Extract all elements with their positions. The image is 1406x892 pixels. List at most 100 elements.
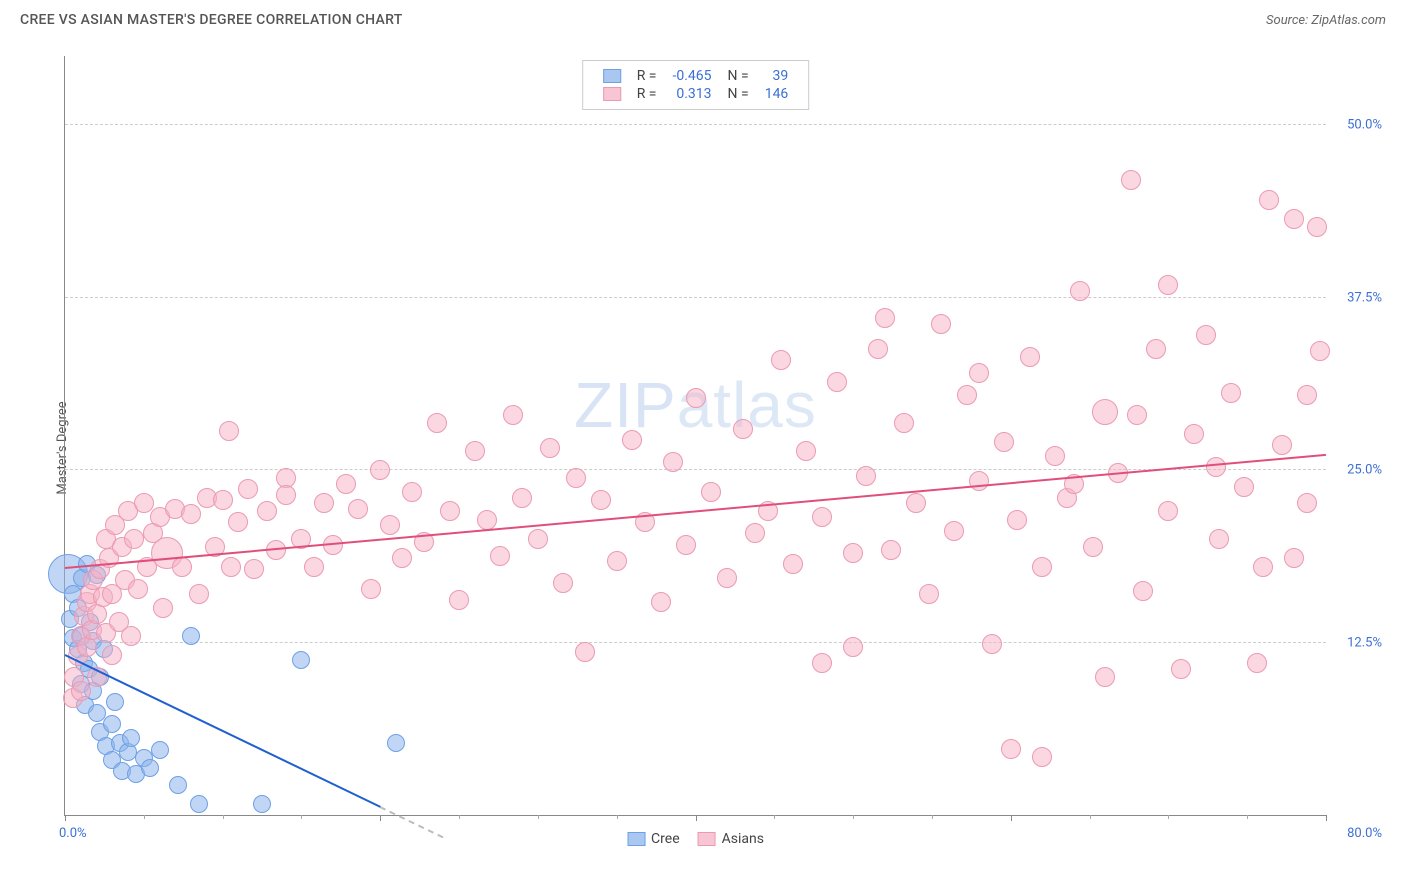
data-point [1001, 739, 1021, 759]
x-tick-minor [853, 815, 854, 819]
y-tick-label: 12.5% [1330, 635, 1382, 650]
x-tick-minor [459, 815, 460, 819]
x-tick-minor [538, 815, 539, 819]
data-point [1045, 446, 1065, 466]
data-point [1083, 537, 1103, 557]
data-point [490, 546, 510, 566]
x-tick-minor [223, 815, 224, 819]
data-point [213, 490, 233, 510]
data-point [106, 693, 124, 711]
data-point [221, 557, 241, 577]
data-point [1032, 557, 1052, 577]
data-point [969, 363, 989, 383]
legend-n-label: N = [720, 67, 757, 85]
data-point [1158, 501, 1178, 521]
data-point [1032, 747, 1052, 767]
x-tick [65, 815, 66, 821]
data-point [190, 795, 208, 813]
data-point [370, 460, 390, 480]
x-tick [696, 815, 697, 821]
data-point [919, 584, 939, 604]
trend-line-dashed [380, 806, 444, 838]
legend-swatch [627, 832, 645, 846]
legend-n-value: 39 [757, 67, 797, 85]
data-point [121, 626, 141, 646]
data-point [181, 504, 201, 524]
data-point [1307, 217, 1327, 237]
data-point [103, 715, 121, 733]
data-point [733, 419, 753, 439]
data-point [875, 308, 895, 328]
data-point [843, 543, 863, 563]
data-point [1158, 275, 1178, 295]
legend-swatch [603, 87, 621, 101]
data-point [931, 314, 951, 334]
data-point [1070, 281, 1090, 301]
data-point [1206, 457, 1226, 477]
data-point [88, 704, 106, 722]
data-point [1184, 424, 1204, 444]
data-point [244, 559, 264, 579]
x-tick-minor [932, 815, 933, 819]
data-point [122, 729, 140, 747]
data-point [336, 474, 356, 494]
x-tick-minor [1090, 815, 1091, 819]
data-point [812, 507, 832, 527]
data-point [1297, 493, 1317, 513]
legend-row: R =0.313N =146 [595, 85, 797, 103]
x-axis-min-label: 0.0% [59, 826, 87, 841]
x-tick-minor [774, 815, 775, 819]
data-point [717, 568, 737, 588]
source-label: Source: ZipAtlas.com [1266, 13, 1386, 28]
data-point [276, 485, 296, 505]
legend-r-value: 0.313 [664, 85, 719, 103]
data-point [1234, 477, 1254, 497]
legend-label: Asians [722, 831, 764, 847]
data-point [982, 634, 1002, 654]
data-point [182, 627, 200, 645]
data-point [1121, 170, 1141, 190]
y-tick-label: 25.0% [1330, 463, 1382, 478]
correlation-legend: R =-0.465N =39R =0.313N =146 [582, 60, 810, 110]
data-point [440, 501, 460, 521]
data-point [528, 529, 548, 549]
data-point [745, 523, 765, 543]
data-point [1272, 435, 1292, 455]
x-tick [380, 815, 381, 821]
data-point [314, 493, 334, 513]
data-point [169, 776, 187, 794]
data-point [257, 501, 277, 521]
data-point [1259, 190, 1279, 210]
data-point [402, 482, 422, 502]
data-point [102, 645, 122, 665]
data-point [124, 529, 144, 549]
data-point [1284, 548, 1304, 568]
series-legend: CreeAsians [627, 831, 764, 847]
data-point [591, 490, 611, 510]
data-point [957, 385, 977, 405]
data-point [553, 573, 573, 593]
data-point [663, 452, 683, 472]
chart-container: Master's Degree ZIPatlas R =-0.465N =39R… [20, 44, 1386, 852]
data-point [1092, 399, 1118, 425]
data-point [292, 651, 310, 669]
data-point [686, 388, 706, 408]
data-point [503, 405, 523, 425]
x-tick-minor [1168, 815, 1169, 819]
legend-swatch [698, 832, 716, 846]
legend-row: R =-0.465N =39 [595, 67, 797, 85]
data-point [856, 466, 876, 486]
x-tick-minor [617, 815, 618, 819]
legend-n-label: N = [720, 85, 757, 103]
data-point [701, 482, 721, 502]
data-point [651, 592, 671, 612]
data-point [449, 590, 469, 610]
data-point [1221, 383, 1241, 403]
chart-title: CREE VS ASIAN MASTER'S DEGREE CORRELATIO… [20, 12, 403, 28]
x-tick [1326, 815, 1327, 821]
legend-n-value: 146 [757, 85, 797, 103]
data-point [392, 548, 412, 568]
data-point [189, 584, 209, 604]
data-point [771, 350, 791, 370]
data-point [380, 515, 400, 535]
